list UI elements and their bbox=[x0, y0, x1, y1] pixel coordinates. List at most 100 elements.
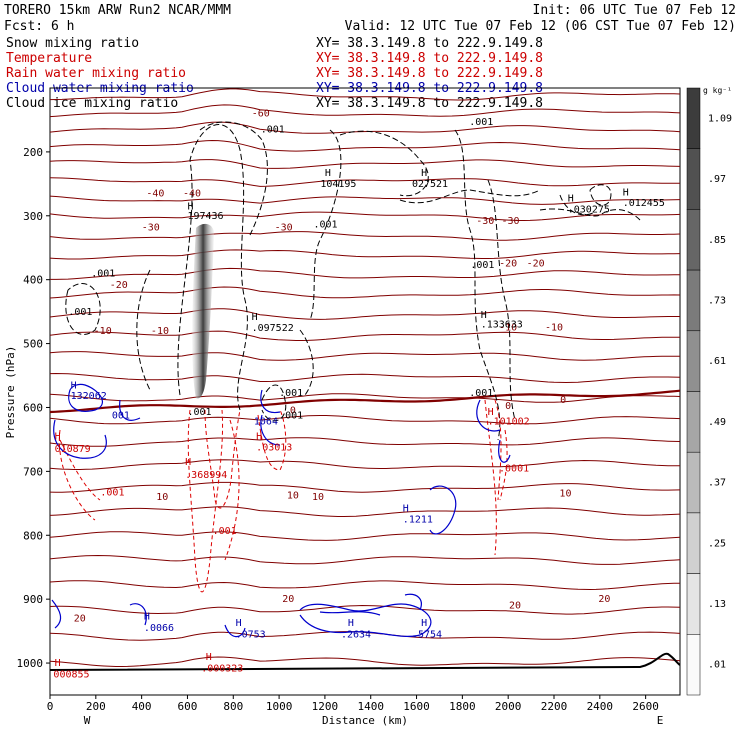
colorbar-label: .97 bbox=[708, 174, 726, 185]
x-tick-label: 1200 bbox=[312, 700, 339, 713]
h-marker: H bbox=[421, 168, 427, 179]
ground-line bbox=[49, 652, 681, 671]
cloud-water-contour bbox=[119, 399, 141, 421]
temperature-label: -10 bbox=[545, 323, 563, 334]
maximum-label: 1064 bbox=[254, 417, 278, 428]
maximum-label: .001 bbox=[469, 388, 493, 399]
h-marker: H bbox=[256, 431, 262, 442]
colorbar-swatch bbox=[686, 391, 701, 453]
maximum-label: 197436 bbox=[187, 211, 223, 222]
maximum-label: 000855 bbox=[53, 670, 89, 681]
isotherm bbox=[49, 330, 681, 341]
axes: 0 200 400 600 800 1000 1200 1400 1600 1800 2000 220… bbox=[17, 146, 659, 713]
plot-frame bbox=[49, 87, 681, 696]
cloud-ice-contour bbox=[299, 329, 314, 396]
colorbar-swatch bbox=[686, 451, 701, 514]
colorbar-label: .73 bbox=[708, 295, 726, 306]
h-marker: H bbox=[568, 194, 574, 205]
cloud-water-contour bbox=[260, 389, 281, 414]
x-tick-label: 2200 bbox=[541, 700, 568, 713]
colorbar-label: .37 bbox=[708, 478, 726, 489]
isotherm bbox=[49, 554, 681, 565]
rain-contour bbox=[494, 399, 502, 501]
isotherm bbox=[49, 415, 681, 425]
maxima-labels: 104195 027521 197436 .030275 .012455 .097522.… bbox=[53, 117, 664, 681]
h-marker: H bbox=[252, 312, 258, 323]
maximum-label: .001 bbox=[91, 268, 115, 279]
maximum-label: .5754 bbox=[412, 629, 442, 640]
x-tick-label: 1800 bbox=[449, 700, 476, 713]
h-marker: H bbox=[325, 168, 331, 179]
cloud-water-contour bbox=[51, 599, 62, 629]
rain-contour bbox=[58, 429, 96, 521]
isotherm bbox=[49, 506, 681, 517]
cloud-ice-contour bbox=[261, 384, 287, 422]
temperature-label: -30 bbox=[476, 216, 494, 227]
y-tick-label: 1000 bbox=[17, 657, 44, 670]
isotherm bbox=[49, 286, 681, 299]
h-marker: H bbox=[144, 612, 150, 623]
maximum-label: .001 bbox=[470, 260, 494, 271]
snow-streak bbox=[192, 223, 214, 399]
h-marker: H bbox=[206, 652, 212, 663]
maximum-label: .1211 bbox=[403, 514, 433, 525]
isotherm bbox=[49, 139, 681, 152]
maximum-label: 010879 bbox=[55, 444, 91, 455]
west-end-label: W bbox=[84, 714, 91, 727]
cloud-water-contour bbox=[498, 439, 511, 463]
temperature-label: -30 bbox=[501, 216, 519, 227]
legend-label: Temperature bbox=[6, 51, 92, 66]
temperature-contours bbox=[49, 88, 681, 667]
h-marker: H bbox=[623, 187, 629, 198]
x-tick-label: 0 bbox=[47, 700, 54, 713]
legend-xy: XY= 38.3.149.8 to 222.9.149.8 bbox=[316, 36, 543, 51]
temperature-label: 0 bbox=[560, 395, 566, 406]
cloud-water-contours bbox=[51, 383, 511, 638]
cloud-water-contour bbox=[319, 611, 381, 616]
colorbar-label: .13 bbox=[708, 599, 726, 610]
maximum-label: .001 bbox=[68, 307, 92, 318]
x-tick-label: 2600 bbox=[632, 700, 659, 713]
colorbar-label: .01 bbox=[708, 660, 726, 671]
temperature-label: 20 bbox=[509, 601, 521, 612]
y-tick-label: 500 bbox=[23, 338, 43, 351]
colorbar-swatch bbox=[686, 512, 701, 574]
cloud-ice-contour bbox=[589, 184, 612, 206]
h-marker: H bbox=[421, 618, 427, 629]
maximum-label: 132062 bbox=[71, 391, 107, 402]
cloud-ice-contour bbox=[136, 269, 151, 391]
isotherm bbox=[49, 351, 681, 361]
h-marker: H bbox=[481, 310, 487, 321]
x-tick-label: 2400 bbox=[587, 700, 614, 713]
maximum-label: .030275 bbox=[568, 205, 610, 216]
east-end-label: E bbox=[657, 714, 664, 727]
y-tick-label: 800 bbox=[23, 529, 43, 542]
maximum-label: .133633 bbox=[481, 320, 523, 331]
isotherm bbox=[49, 195, 681, 205]
maximum-label: .001 bbox=[261, 125, 285, 136]
temperature-label: -60 bbox=[252, 109, 270, 120]
cloud-ice-contour bbox=[177, 124, 248, 411]
colorbar-label: .25 bbox=[708, 538, 726, 549]
rain-contour bbox=[187, 409, 224, 593]
colorbar-swatch bbox=[686, 573, 701, 635]
y-tick-label: 200 bbox=[23, 146, 43, 159]
header-line2-right: Valid: 12 UTC Tue 07 Feb 12 (06 CST Tue … bbox=[345, 19, 736, 34]
h-marker: H bbox=[403, 504, 409, 515]
rain-contour bbox=[59, 439, 101, 501]
isotherm bbox=[49, 88, 681, 101]
temperature-label: -20 bbox=[527, 259, 545, 270]
isotherm bbox=[49, 393, 681, 403]
rain-contour bbox=[499, 429, 508, 501]
header-line1-right: Init: 06 UTC Tue 07 Feb 12 bbox=[533, 3, 737, 18]
x-tick-label: 2000 bbox=[495, 700, 522, 713]
temperature-label: -10 bbox=[151, 326, 169, 337]
isotherm bbox=[49, 104, 681, 118]
h-marker: H bbox=[348, 618, 354, 629]
h-marker: H bbox=[71, 380, 77, 391]
temperature-label: 20 bbox=[282, 594, 294, 605]
cloud-ice-contour bbox=[539, 208, 641, 221]
temperature-label: -10 bbox=[499, 323, 517, 334]
x-tick-label: 1400 bbox=[357, 700, 384, 713]
maximum-label: 104195 bbox=[320, 179, 356, 190]
